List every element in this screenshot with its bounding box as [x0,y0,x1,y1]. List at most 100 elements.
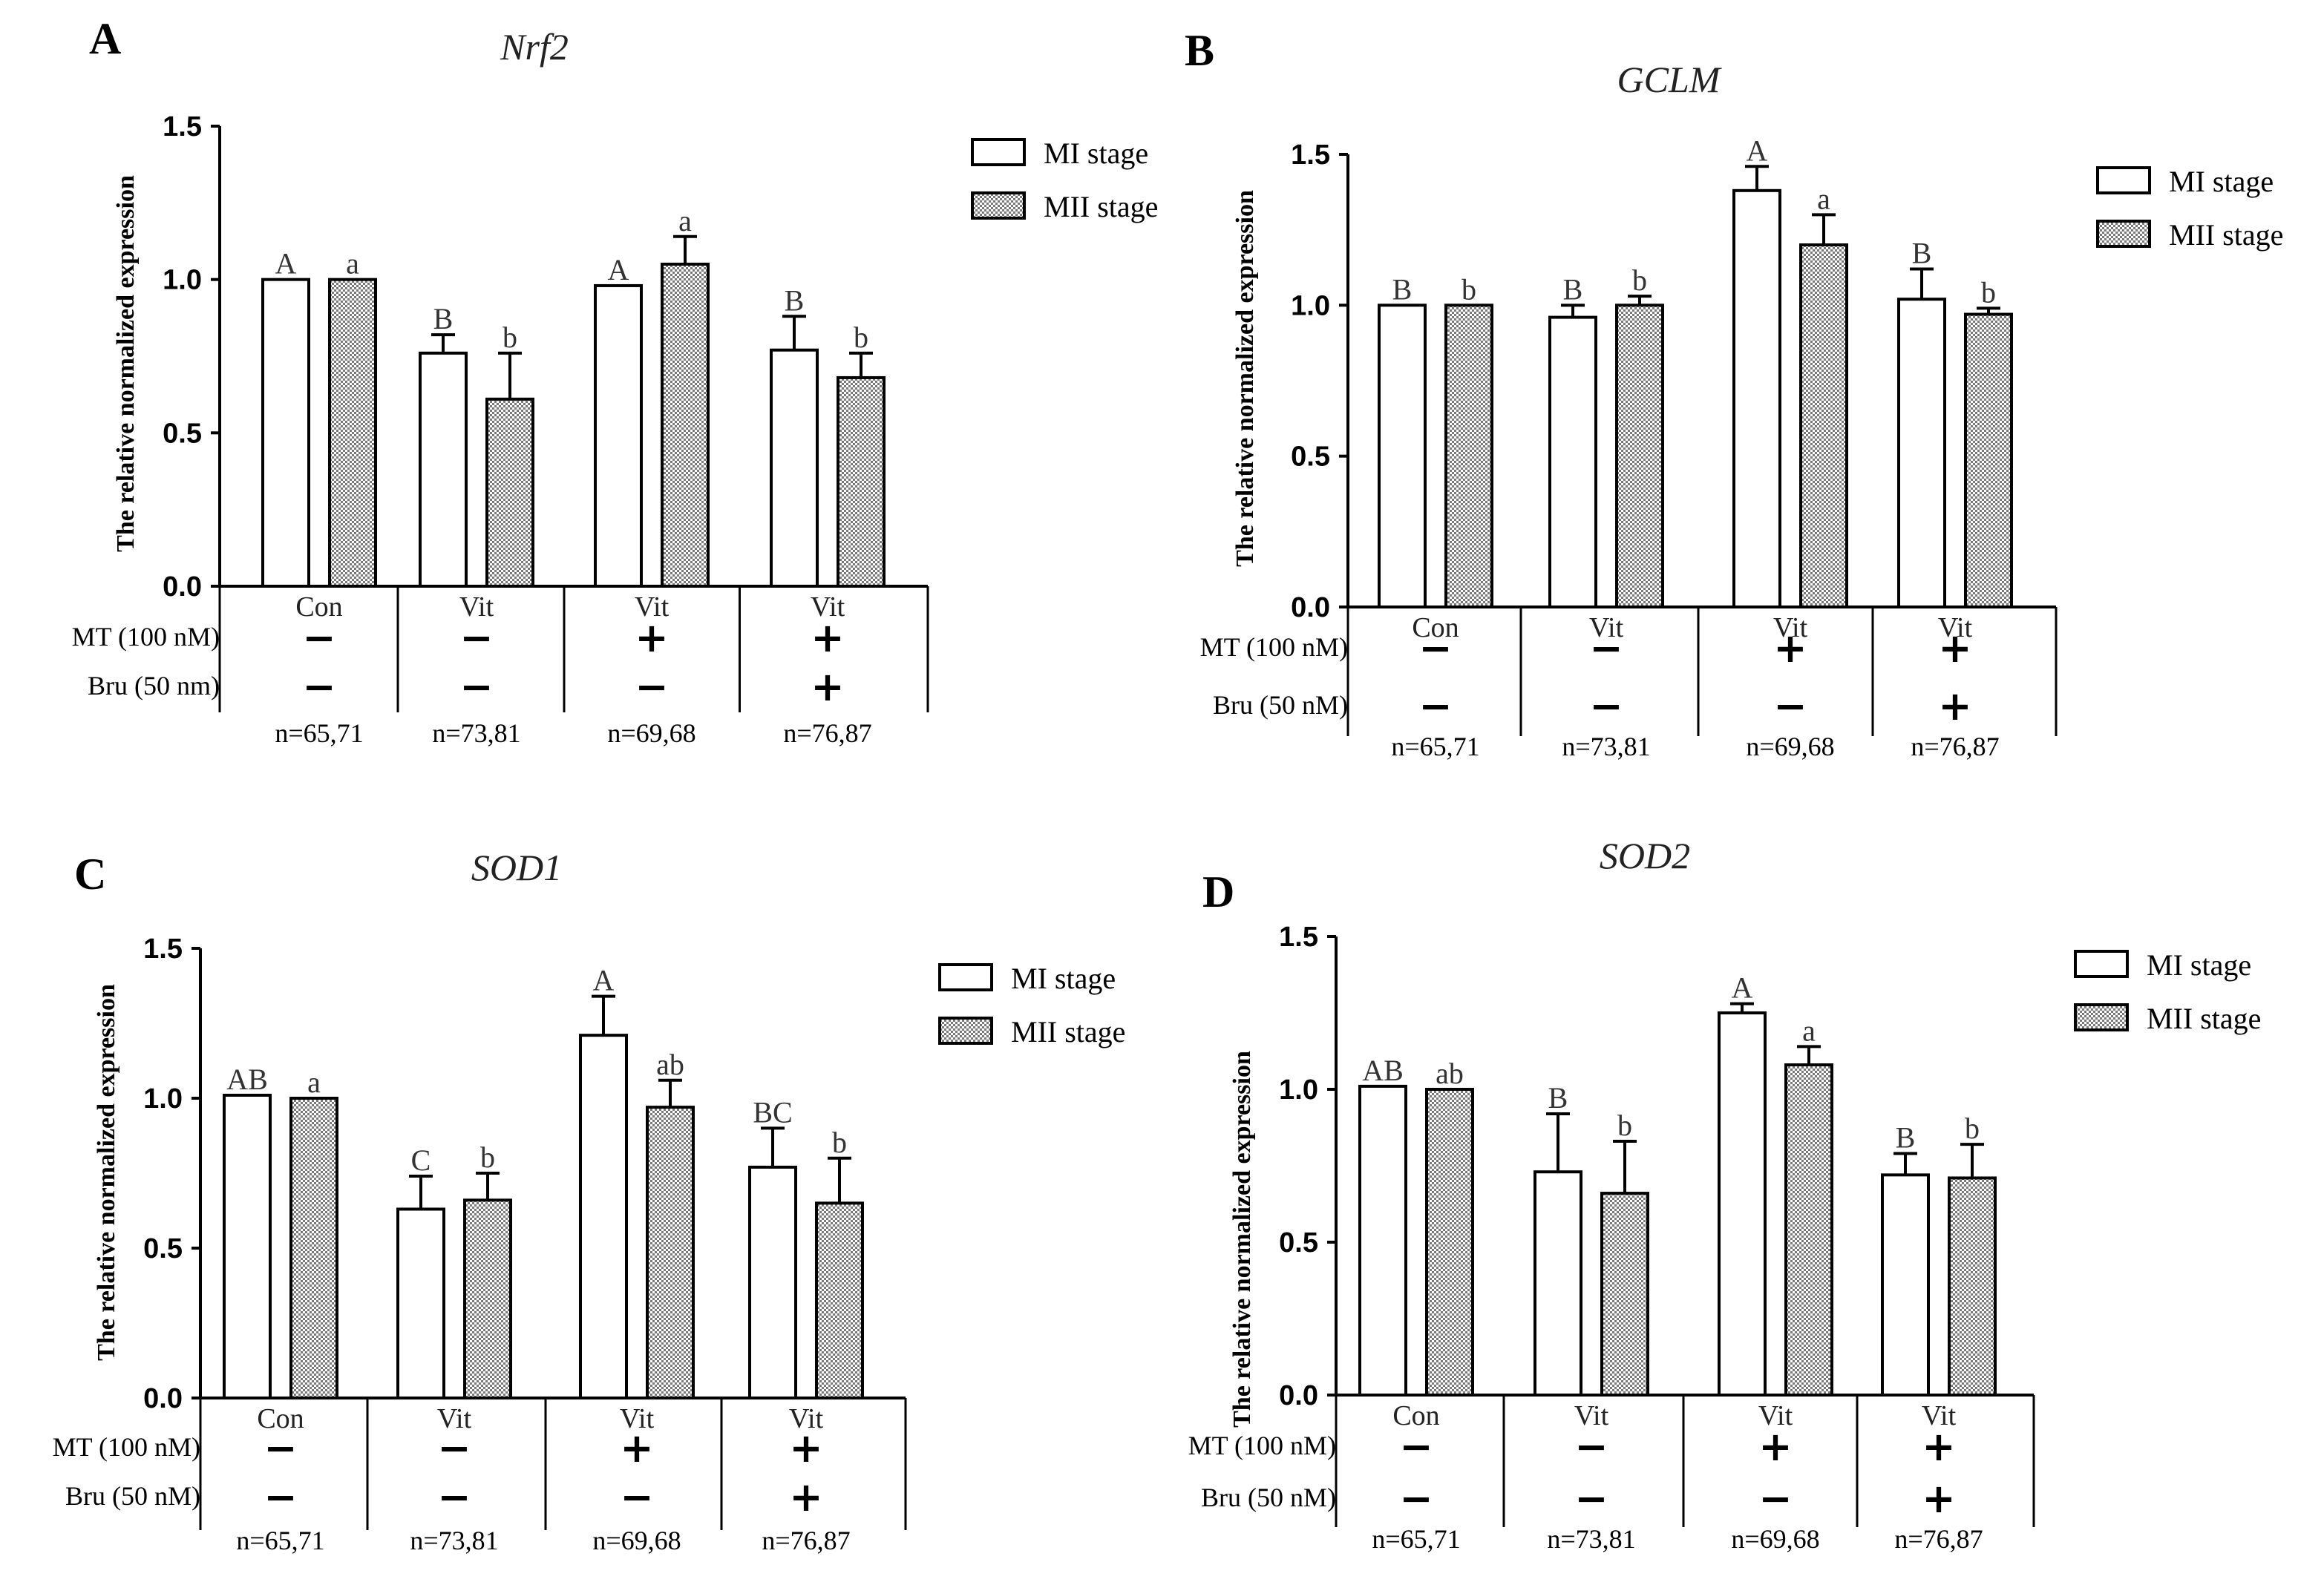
sample-size-label: n=76,87 [783,718,871,748]
bar-mi [1718,1011,1767,1397]
legend-swatch-mii [2074,1003,2129,1031]
legend-swatch-mii [938,1017,993,1045]
treatment-sign: + [789,1474,822,1520]
significance-letter: b [1617,1109,1632,1142]
chart-title: GCLM [1617,59,1722,100]
significance-letter: b [480,1141,495,1174]
bar-mi [1358,1084,1407,1397]
significance-letter: BC [753,1095,792,1129]
sample-size-label: n=73,81 [432,718,520,748]
treatment-sign: − [437,1474,471,1520]
bar-mii [1444,303,1493,608]
legend-label: MI stage [2147,948,2251,982]
sample-size-label: n=73,81 [1547,1524,1635,1554]
panel-letter: C [74,850,106,899]
bar-mi [748,1165,797,1400]
treatment-sign: − [1399,1423,1433,1470]
sample-size-label: n=69,68 [607,718,695,748]
y-tick-label: 0.0 [163,571,202,603]
treatment-sign: + [789,1425,822,1471]
bar-mii [661,263,710,588]
bar-mi [1378,303,1427,608]
category-label: Vit [620,1403,655,1434]
treatment-sign: − [1589,625,1623,672]
treatment-sign: + [811,614,844,661]
bar-mii [1425,1088,1474,1397]
sample-size-label: n=73,81 [1562,732,1650,761]
y-axis-label: The relative normalized expression [1231,190,1259,567]
bar-mii [837,375,886,588]
treatment-sign: − [1758,1475,1792,1522]
significance-letter: AB [1362,1054,1404,1087]
y-tick-label: 1.5 [1279,922,1318,953]
significance-letter: C [411,1143,431,1177]
treatment-sign: − [459,663,493,710]
treatment-sign: − [264,1425,297,1471]
bar-mii [1615,303,1664,608]
bar-mii [1784,1063,1833,1397]
treatment-sign: − [437,1425,471,1471]
legend-swatch-mii [971,191,1026,220]
category-label: Vit [789,1403,824,1434]
sample-size-label: n=69,68 [1746,732,1834,761]
treatment-sign: + [1938,683,1971,729]
significance-letter: b [503,321,517,354]
treatment-sign: − [635,663,668,710]
significance-letter: b [854,321,868,354]
y-tick-label: 1.0 [1291,290,1330,321]
treatment-row-label: MT (100 nM) [72,622,220,652]
treatment-row-label: MT (100 nM) [1188,1431,1336,1460]
bar-mii [1600,1192,1649,1397]
sample-size-label: n=65,71 [275,718,363,748]
y-tick-label: 0.5 [1291,442,1330,473]
bar-mii [1948,1176,1997,1397]
legend-swatch-mi [971,138,1026,166]
treatment-sign: + [1758,1423,1792,1470]
chart-title: SOD2 [1600,835,1690,876]
treatment-sign: + [811,663,844,710]
panel-a: A Nrf2 The relative normalized expression 0… [72,14,1159,748]
significance-letter: a [1802,1014,1816,1047]
significance-letter: ab [656,1048,684,1081]
significance-letter: A [1747,134,1768,167]
sample-size-label: n=76,87 [1911,732,1999,761]
significance-letter: B [1392,272,1413,306]
sample-size-label: n=65,71 [1372,1524,1460,1554]
category-label: Vit [1922,1400,1957,1431]
chart-title: SOD1 [471,847,562,888]
treatment-sign: − [264,1474,297,1520]
significance-letter: a [1817,182,1830,215]
significance-letter: A [1732,971,1753,1005]
category-label: Vit [1574,1400,1609,1431]
y-tick-label: 0.5 [143,1233,183,1264]
significance-letter: B [1563,272,1583,306]
significance-letter: A [593,964,615,997]
bar-mii [646,1106,695,1399]
category-label: Vit [459,591,494,623]
treatment-sign: + [1773,625,1807,672]
y-tick-label: 1.0 [163,265,202,296]
treatment-sign: + [620,1425,653,1471]
significance-letter: b [1461,272,1476,306]
legend-label: MI stage [2169,165,2274,198]
sample-size-label: n=65,71 [1391,732,1479,761]
category-label: Vit [1773,612,1808,643]
category-label: Vit [437,1403,472,1434]
legend-label: MII stage [2169,218,2283,252]
legend-swatch-mi [2096,166,2151,194]
y-tick-label: 0.5 [1279,1227,1318,1259]
bar-mii [463,1198,512,1399]
bar-mi [770,348,819,588]
significance-letter: B [433,302,454,335]
legend-swatch-mi [938,963,993,991]
panel-d: D SOD2 The relative normalized expression 0… [1188,835,2262,1554]
treatment-row-label: Bru (50 nM) [1201,1483,1336,1512]
significance-letter: b [1632,263,1647,297]
panel-letter: B [1185,26,1214,75]
y-tick-label: 0.0 [1279,1380,1318,1411]
treatment-sign: − [620,1474,653,1520]
treatment-sign: − [1574,1475,1608,1522]
bar-mii [1964,312,2013,608]
significance-letter: ab [1436,1057,1464,1090]
